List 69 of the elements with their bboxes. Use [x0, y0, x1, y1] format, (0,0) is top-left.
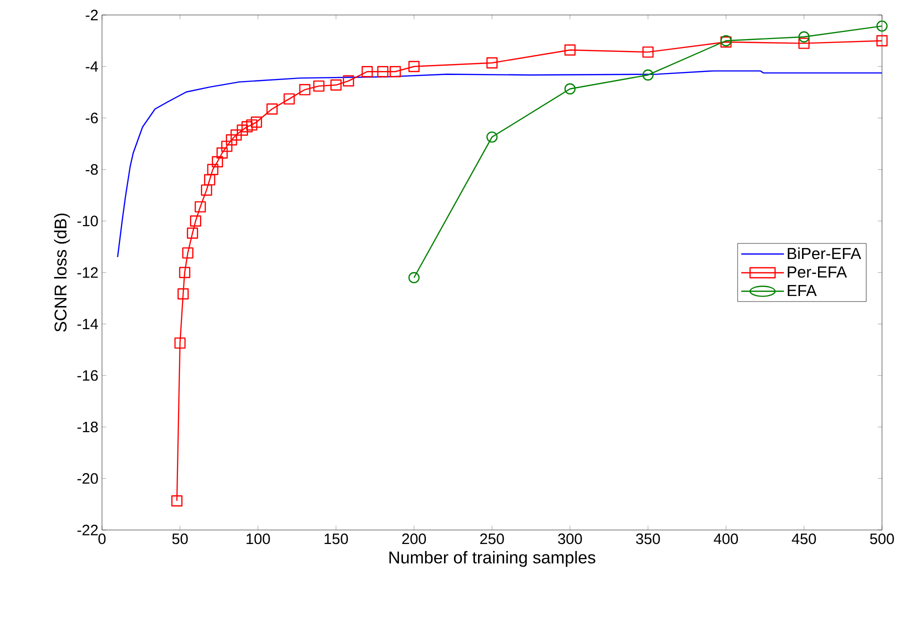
point	[178, 288, 189, 300]
point	[284, 93, 295, 105]
point	[362, 66, 373, 78]
point	[642, 69, 654, 81]
y-tick-label: -20	[77, 473, 98, 484]
point	[207, 164, 218, 176]
point	[642, 46, 654, 58]
x-tick-label: 500	[870, 534, 894, 544]
point	[486, 131, 498, 143]
y-tick-label: -12	[77, 267, 98, 278]
point	[182, 247, 194, 259]
point	[241, 121, 253, 132]
point	[408, 60, 420, 72]
line-series	[117, 70, 882, 258]
point	[876, 35, 888, 46]
point	[194, 201, 206, 212]
y-tick-label: -6	[86, 112, 98, 124]
y-tick-label: -10	[77, 216, 98, 226]
point	[200, 184, 212, 196]
point	[876, 20, 888, 32]
point	[266, 103, 278, 115]
x-tick-label: 0	[98, 534, 106, 544]
x-tick-label: 200	[402, 534, 426, 544]
y-tick-label: -16	[77, 370, 98, 381]
x-tick-label: 400	[714, 534, 738, 544]
point	[179, 266, 190, 278]
point	[564, 44, 576, 56]
y-tick-label: -22	[77, 524, 98, 536]
x-tick-label: 50	[172, 534, 188, 544]
point	[174, 337, 186, 349]
point	[313, 80, 324, 92]
point	[190, 215, 202, 227]
y-tick-label: -4	[86, 61, 98, 72]
point	[246, 119, 258, 131]
legend-label: Per-EFA	[788, 266, 847, 278]
point	[204, 174, 216, 186]
point	[299, 84, 310, 96]
point	[221, 140, 232, 152]
y-axis-title: SCNR loss (dB)	[54, 214, 70, 332]
point	[342, 75, 354, 87]
x-tick-label: 300	[558, 534, 582, 544]
point	[377, 66, 388, 78]
point	[226, 134, 238, 146]
y-tick-label: -14	[77, 318, 98, 330]
point	[330, 79, 342, 91]
point	[390, 66, 401, 78]
point	[798, 38, 810, 49]
x-tick-label: 100	[246, 534, 270, 544]
point	[212, 156, 224, 168]
point	[250, 116, 262, 128]
legend-label: EFA	[788, 285, 817, 296]
point	[171, 495, 182, 506]
point	[236, 124, 248, 136]
point	[408, 272, 420, 284]
point	[798, 31, 810, 42]
point	[230, 129, 242, 141]
x-tick-label: 150	[324, 534, 348, 544]
x-tick-label: 250	[480, 534, 504, 544]
x-tick-label: 350	[636, 534, 660, 544]
point	[216, 147, 228, 159]
y-tick-label: -2	[86, 10, 98, 20]
y-tick-label: -8	[86, 164, 98, 175]
x-tick-label: 450	[792, 534, 816, 544]
point	[186, 227, 198, 239]
point	[564, 83, 576, 94]
y-tick-label: -18	[77, 422, 98, 432]
x-axis-title: Number of training samples	[389, 551, 596, 567]
point	[486, 57, 498, 68]
legend-label: BiPer-EFA	[788, 247, 862, 260]
